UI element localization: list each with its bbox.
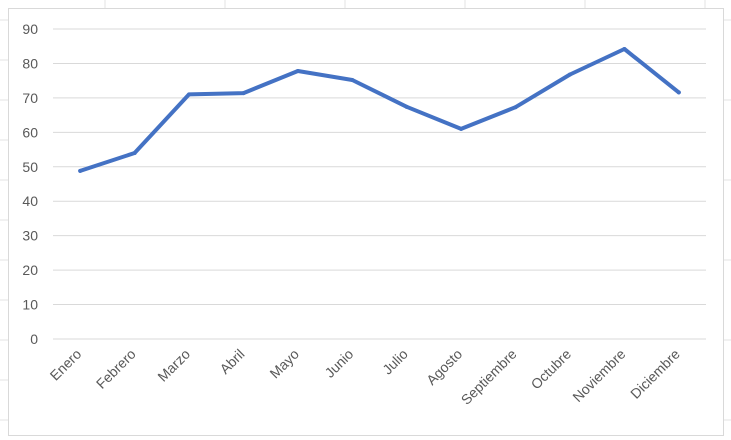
gridlines <box>53 28 706 340</box>
data-point-abril[interactable] <box>241 91 246 96</box>
data-point-octubre[interactable] <box>567 72 572 77</box>
y-tick-label: 50 <box>22 159 38 175</box>
x-tick-label-febrero: Febrero <box>93 346 139 392</box>
x-tick-label-marzo: Marzo <box>154 346 193 385</box>
y-tick-label: 10 <box>22 297 38 313</box>
x-tick-label-diciembre: Diciembre <box>627 346 683 402</box>
data-point-enero[interactable] <box>78 168 83 173</box>
x-axis-ticks: Enero Febrero Marzo Abril Mayo Junio Julio Agos… <box>47 346 683 408</box>
y-tick-label: 90 <box>22 21 38 37</box>
data-point-julio[interactable] <box>404 104 409 109</box>
data-point-agosto[interactable] <box>459 126 464 131</box>
data-point-diciembre[interactable] <box>676 90 681 95</box>
series-layer[interactable] <box>78 46 681 173</box>
data-point-noviembre[interactable] <box>622 46 627 51</box>
x-tick-label-octubre: Octubre <box>528 346 575 393</box>
x-tick-label-abril: Abril <box>216 346 247 377</box>
y-tick-label: 70 <box>22 90 38 106</box>
x-tick-label-septiembre: Septiembre <box>458 346 520 408</box>
data-point-mayo[interactable] <box>295 69 300 74</box>
y-tick-label: 40 <box>22 193 38 209</box>
x-tick-label-julio: Julio <box>379 346 411 378</box>
data-point-marzo[interactable] <box>187 92 192 97</box>
x-tick-label-enero: Enero <box>47 346 85 384</box>
series-line-0[interactable] <box>78 47 681 173</box>
y-tick-label: 0 <box>30 331 38 347</box>
data-point-septiembre[interactable] <box>513 105 518 110</box>
y-tick-label: 20 <box>22 262 38 278</box>
x-tick-label-noviembre: Noviembre <box>569 346 628 405</box>
data-point-junio[interactable] <box>350 77 355 82</box>
y-tick-label: 80 <box>22 55 38 71</box>
y-tick-label: 60 <box>22 124 38 140</box>
x-tick-label-junio: Junio <box>321 346 356 381</box>
data-point-febrero[interactable] <box>132 151 137 155</box>
x-tick-label-agosto: Agosto <box>423 346 465 388</box>
y-axis-ticks: 0 10 20 30 40 50 60 70 80 90 <box>22 21 38 347</box>
x-tick-label-mayo: Mayo <box>266 346 302 382</box>
y-tick-label: 30 <box>22 228 38 244</box>
chart-area[interactable] <box>8 8 724 436</box>
